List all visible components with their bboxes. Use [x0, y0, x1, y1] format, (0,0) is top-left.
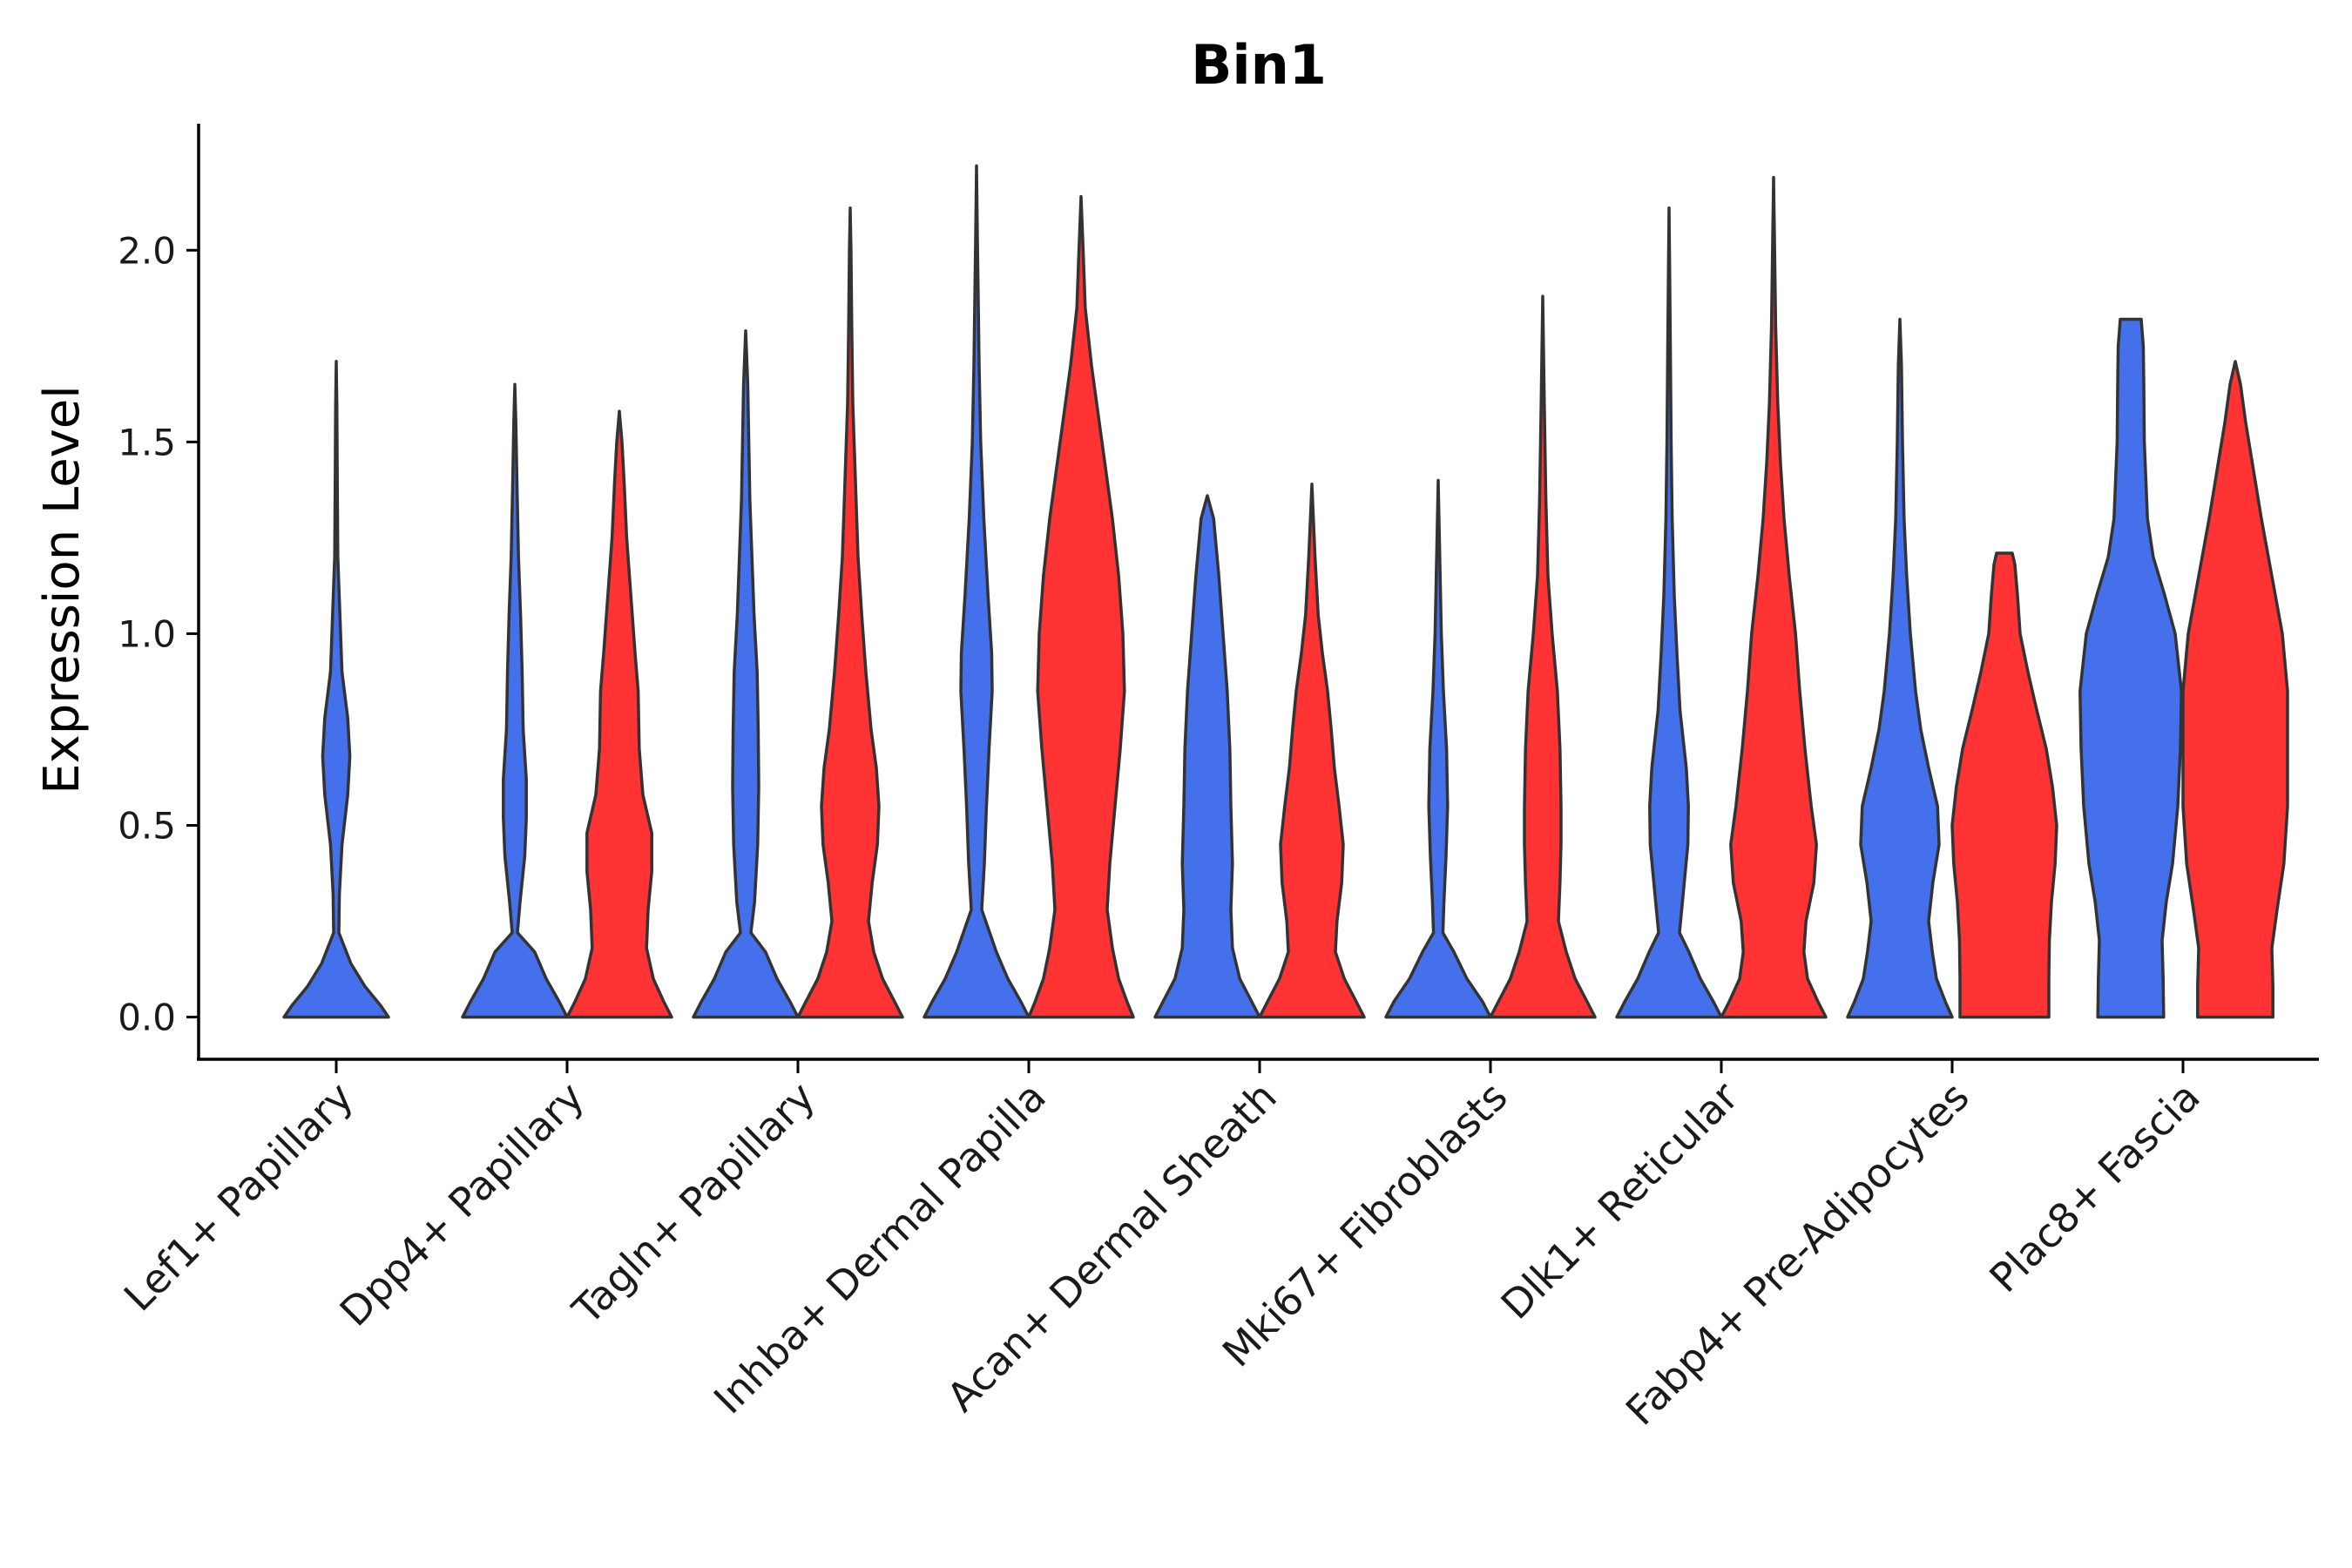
y-ticks: 0.0 0.5 1.0 1.5 2.0	[118, 229, 199, 1039]
violin-group1-0	[282, 360, 390, 1019]
x-tick-label: Dpp4+ Papillary	[331, 1073, 593, 1335]
violin-group1-8	[2078, 317, 2183, 1019]
x-tick-label: Tagln+ Papillary	[563, 1073, 824, 1335]
violin-group1-3	[923, 164, 1031, 1019]
violin-group1-7	[1846, 317, 1954, 1019]
y-tick-label: 0.5	[118, 805, 176, 848]
x-tick-label: Dlk1+ Reticular	[1492, 1073, 1747, 1328]
y-tick-label: 1.5	[118, 421, 176, 463]
violin-group1-4	[1153, 494, 1261, 1019]
y-tick-label: 2.0	[118, 229, 176, 272]
violins-layer	[282, 164, 2289, 1019]
violin-group2-5	[1489, 294, 1597, 1019]
x-tick-label: Plac8+ Fascia	[1980, 1073, 2208, 1301]
violin-group2-2	[796, 206, 904, 1019]
violin-group2-7	[1950, 551, 2058, 1019]
violin-group2-6	[1720, 175, 1828, 1019]
violin-group1-1	[461, 382, 569, 1019]
violin-group2-1	[565, 409, 673, 1019]
violin-group1-6	[1615, 206, 1723, 1019]
x-tick-label: Lef1+ Papillary	[115, 1073, 362, 1321]
y-axis-label: Expression Level	[34, 385, 91, 794]
violin-group1-5	[1384, 478, 1492, 1019]
violin-group2-4	[1258, 483, 1366, 1019]
y-tick-label: 0.0	[118, 997, 176, 1039]
y-tick-label: 1.0	[118, 612, 176, 655]
violin-group2-3	[1027, 194, 1135, 1019]
chart-title: Bin1	[1191, 33, 1327, 97]
violin-group1-2	[692, 328, 800, 1019]
violin-group2-8	[2181, 360, 2289, 1019]
